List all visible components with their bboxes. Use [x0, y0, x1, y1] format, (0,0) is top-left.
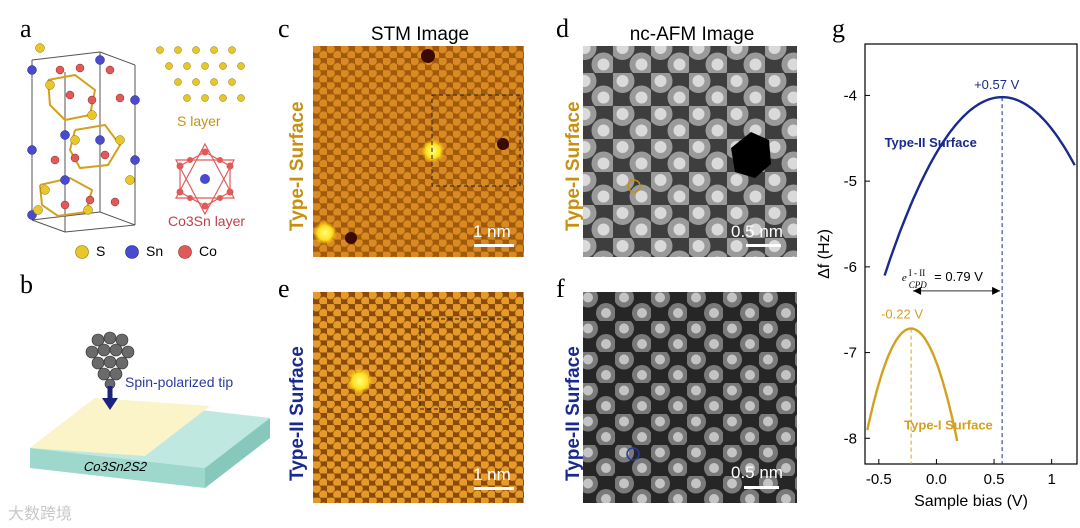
s-layer-label: S layer: [177, 113, 221, 129]
panel-letter-f: f: [556, 274, 565, 303]
scale-bar-stm-type2: [474, 487, 514, 490]
legend-s: S: [96, 243, 106, 259]
type2-label-afm: Type-II Surface: [563, 346, 584, 481]
y-tick-label: -5: [844, 173, 857, 190]
type1-label-stm: Type-I Surface: [287, 101, 308, 231]
x-tick-label: 1: [1047, 471, 1055, 488]
legend-co: Co: [199, 243, 217, 259]
type1-peak-label: -0.22 V: [881, 307, 923, 322]
scale-label-afm-type2: 0.5 nm: [731, 463, 783, 482]
y-tick-label: -8: [844, 430, 857, 447]
scale-bar-stm-type1: [474, 244, 514, 247]
y-axis-label: Δf (Hz): [816, 229, 833, 279]
scale-label-afm-type1: 0.5 nm: [731, 222, 783, 241]
type1-series-label: Type-I Surface: [904, 418, 993, 433]
stm-title: STM Image: [370, 24, 470, 45]
x-tick-label: -0.5: [866, 471, 892, 488]
type2-peak-label: +0.57 V: [974, 77, 1020, 92]
series-curve-2: [866, 327, 959, 442]
panel-letter-a: a: [20, 14, 32, 43]
x-axis-label: Sample bias (V): [914, 493, 1028, 510]
y-tick-label: -7: [844, 345, 857, 362]
stm-lattice-type2: [313, 292, 524, 503]
tip-schematic-drawing: [30, 331, 270, 488]
stm-image-type1: 1 nm: [313, 46, 524, 257]
watermark: 大数跨境: [8, 506, 73, 523]
panel-letter-e: e: [278, 274, 290, 303]
panel-letter-d: d: [556, 14, 569, 43]
cpd-arrow-right: [992, 286, 1001, 295]
cpd-arrow-left: [913, 286, 922, 295]
spin-tip-label: Spin-polarized tip: [125, 374, 234, 390]
scale-bar-afm-type1: [746, 244, 781, 247]
stm-image-type2: 1 nm: [313, 292, 524, 503]
type1-label-afm: Type-I Surface: [563, 101, 584, 231]
cpd-sup: I - II: [909, 268, 926, 278]
x-tick-label: 0.0: [926, 471, 947, 488]
cpd-value: = 0.79 V: [934, 269, 983, 284]
plot-frame: [864, 43, 1078, 465]
y-tick-label: -4: [844, 87, 857, 104]
series-curve-1: [883, 96, 1076, 276]
co3sn-layer-label: Co3Sn layer: [168, 213, 246, 229]
stm-lattice-type1: [313, 46, 524, 257]
crystal-structure-panel: S layer Co3Sn layer S Sn Co: [20, 40, 280, 265]
afm-title: nc-AFM Image: [629, 24, 755, 45]
afm-lattice-type2: [583, 292, 797, 503]
kpfm-chart-svg: -0.5 0.0 0.5 1 -4 -5 -6 -7 -8 Sample bias (V) Δf (…: [816, 43, 1078, 510]
type2-label-stm: Type-II Surface: [287, 346, 308, 481]
tip-schematic-panel: Spin-polarized tip Co3Sn2S2: [20, 300, 275, 500]
afm-lattice-type1: [583, 46, 797, 257]
afm-image-type1: 0.5 nm: [583, 46, 797, 257]
cpd-sub: CPD: [909, 280, 928, 290]
cpd-symbol: e: [902, 272, 907, 284]
crystal-label: Co3Sn2S2: [83, 459, 148, 474]
type2-series-label: Type-II Surface: [885, 135, 977, 150]
legend-sn: Sn: [146, 243, 164, 259]
crystal-structure-drawing: [27, 43, 245, 259]
x-tick-label: 0.5: [984, 471, 1005, 488]
scale-bar-afm-type2: [744, 486, 779, 489]
scale-label-stm-type1: 1 nm: [473, 222, 511, 241]
afm-image-type2: 0.5 nm: [583, 292, 797, 503]
panel-letter-c: c: [278, 14, 290, 43]
scale-label-stm-type2: 1 nm: [473, 465, 511, 484]
y-tick-label: -6: [844, 259, 857, 276]
panel-letter-b: b: [20, 270, 33, 299]
panel-letter-g: g: [832, 14, 845, 43]
kpfm-chart: -0.5 0.0 0.5 1 -4 -5 -6 -7 -8 Sample bias (V) Δf (…: [810, 40, 1080, 528]
